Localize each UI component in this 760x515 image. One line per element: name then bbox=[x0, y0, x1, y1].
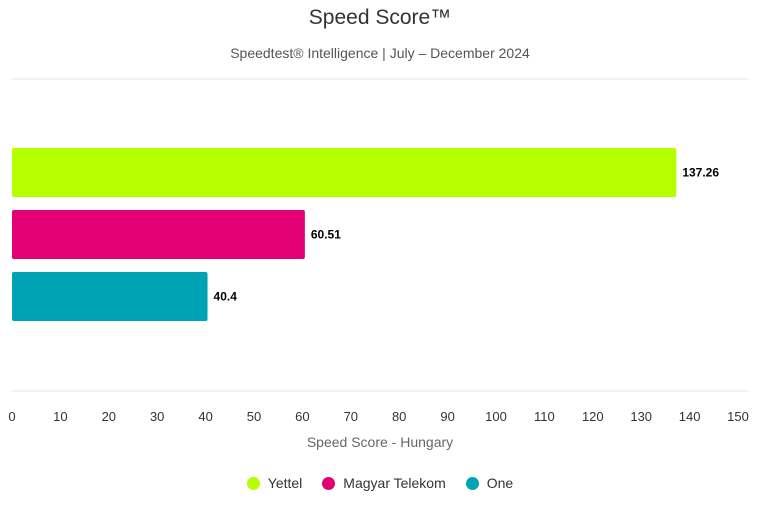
legend-marker-1 bbox=[322, 476, 336, 490]
x-tick-label-8: 80 bbox=[392, 409, 406, 424]
legend-marker-0 bbox=[246, 476, 260, 490]
chart-title: Speed Score™ bbox=[308, 6, 452, 29]
x-tick-label-15: 150 bbox=[727, 409, 749, 424]
x-tick-label-5: 50 bbox=[247, 409, 261, 424]
legend-label-0: Yettel bbox=[267, 475, 303, 491]
x-tick-label-3: 30 bbox=[150, 409, 164, 424]
legend-label-1: Magyar Telekom bbox=[343, 475, 446, 491]
data-label-0: 137.26 bbox=[682, 166, 719, 180]
chart-subtitle: Speedtest® Intelligence | July – Decembe… bbox=[230, 45, 530, 61]
data-label-2: 40.4 bbox=[214, 290, 238, 304]
bar-0 bbox=[12, 148, 677, 197]
legend-label-2: One bbox=[486, 475, 514, 491]
legend-marker-2 bbox=[465, 476, 479, 490]
x-tick-label-11: 110 bbox=[534, 409, 555, 424]
legend-item-0[interactable]: Yettel bbox=[246, 475, 303, 491]
x-tick-label-0: 0 bbox=[8, 409, 15, 424]
x-tick-label-13: 130 bbox=[630, 409, 652, 424]
x-tick-label-4: 40 bbox=[198, 409, 212, 424]
data-label-1: 60.51 bbox=[311, 228, 341, 242]
x-tick-label-1: 10 bbox=[53, 409, 67, 424]
x-tick-label-14: 140 bbox=[679, 409, 701, 424]
legend-item-1[interactable]: Magyar Telekom bbox=[322, 475, 446, 491]
x-tick-label-9: 90 bbox=[440, 409, 454, 424]
legend: Yettel Magyar Telekom One bbox=[0, 475, 760, 491]
x-tick-label-10: 100 bbox=[485, 409, 507, 424]
bar-1 bbox=[12, 210, 305, 259]
x-axis-label: Speed Score - Hungary bbox=[307, 434, 453, 450]
x-tick-label-12: 120 bbox=[582, 409, 604, 424]
bar-2 bbox=[12, 272, 208, 321]
x-tick-label-2: 20 bbox=[102, 409, 116, 424]
x-tick-label-7: 70 bbox=[344, 409, 358, 424]
x-tick-label-6: 60 bbox=[295, 409, 309, 424]
legend-item-2[interactable]: One bbox=[465, 475, 514, 491]
